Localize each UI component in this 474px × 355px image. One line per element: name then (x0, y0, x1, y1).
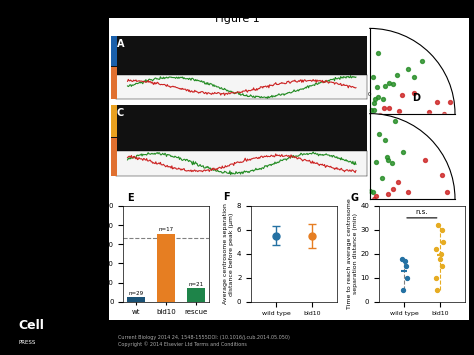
Bar (157, 234, 175, 302)
Text: E: E (127, 193, 134, 203)
Point (404, 189, 411, 195)
Point (370, 189, 377, 195)
Text: F: F (223, 192, 229, 202)
Point (383, 154, 391, 159)
Point (419, 58, 426, 64)
Point (440, 111, 447, 116)
Point (432, 246, 440, 252)
Point (425, 109, 433, 114)
Point (439, 239, 447, 245)
Point (447, 99, 454, 105)
Point (438, 227, 446, 233)
Point (391, 119, 399, 124)
Text: Figure 1: Figure 1 (215, 14, 259, 24)
Point (433, 287, 441, 293)
Text: PRESS: PRESS (18, 340, 36, 345)
Point (371, 96, 378, 102)
Point (402, 263, 410, 269)
Text: Current Biology 2014 24, 1548-1555DOI: (10.1016/j.cub.2014.05.050)
Copyright © 2: Current Biology 2014 24, 1548-1555DOI: (… (118, 335, 291, 347)
Point (399, 149, 406, 155)
Point (367, 107, 374, 113)
Text: n=17: n=17 (158, 227, 173, 232)
Point (389, 81, 397, 87)
Point (438, 251, 445, 257)
Point (410, 74, 418, 80)
Y-axis label: Nbs with symmetric MTOCs (%): Nbs with symmetric MTOCs (%) (92, 204, 97, 304)
Text: Cell: Cell (18, 320, 44, 332)
Text: A: A (117, 39, 124, 49)
Point (374, 94, 382, 99)
Point (377, 112, 384, 118)
Point (370, 196, 377, 202)
Point (433, 275, 440, 280)
Point (400, 287, 407, 293)
Point (433, 99, 440, 105)
Y-axis label: Time to reach average centrosome
separation distance (min): Time to reach average centrosome separat… (347, 198, 358, 309)
Point (398, 92, 406, 98)
Text: n=29: n=29 (128, 290, 144, 295)
Point (438, 173, 446, 178)
Point (367, 188, 374, 193)
Bar (127, 297, 145, 302)
Point (395, 108, 402, 114)
Text: C: C (117, 108, 124, 118)
Text: D: D (412, 93, 420, 103)
Point (381, 83, 388, 89)
Point (401, 258, 409, 264)
Text: n=21: n=21 (188, 282, 203, 287)
Point (390, 186, 397, 192)
Point (373, 193, 380, 198)
Point (389, 160, 396, 166)
Point (400, 268, 408, 273)
Point (385, 81, 392, 86)
Point (374, 50, 382, 55)
Point (370, 100, 378, 106)
Point (369, 74, 377, 80)
Y-axis label: Average centrosome separation
distance before peak (µm): Average centrosome separation distance b… (223, 203, 234, 304)
Point (393, 72, 401, 78)
Point (373, 159, 380, 165)
Bar (187, 288, 205, 302)
Point (371, 107, 378, 113)
Point (410, 90, 418, 96)
Point (434, 222, 441, 228)
Point (436, 252, 443, 257)
Point (421, 157, 428, 163)
Point (437, 256, 444, 261)
Point (384, 157, 392, 163)
Point (404, 66, 411, 71)
Point (443, 189, 451, 195)
Point (385, 106, 392, 111)
Point (378, 175, 385, 181)
Point (398, 256, 405, 261)
Point (373, 84, 381, 89)
Point (380, 105, 388, 111)
Text: B: B (412, 7, 420, 18)
Point (380, 96, 387, 102)
Point (394, 180, 402, 185)
Point (403, 275, 411, 280)
Point (441, 113, 449, 119)
Point (438, 263, 446, 269)
Text: G: G (351, 193, 359, 203)
Point (384, 191, 392, 197)
Text: n.s.: n.s. (416, 209, 428, 215)
Point (382, 137, 389, 143)
Point (375, 131, 383, 137)
